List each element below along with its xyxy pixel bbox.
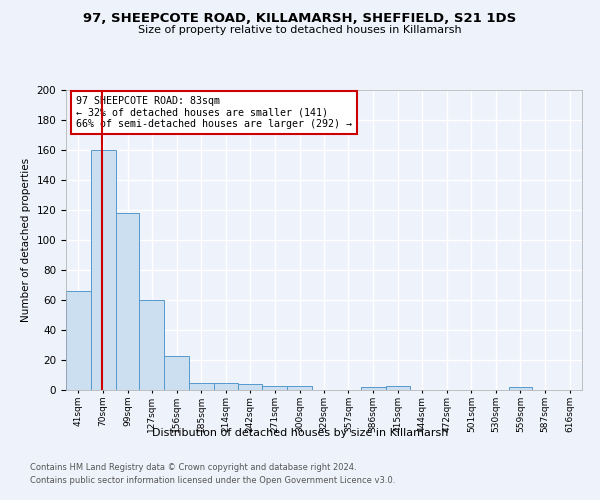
Text: Contains HM Land Registry data © Crown copyright and database right 2024.: Contains HM Land Registry data © Crown c… — [30, 464, 356, 472]
Bar — [139, 300, 164, 390]
Text: Size of property relative to detached houses in Killamarsh: Size of property relative to detached ho… — [138, 25, 462, 35]
Bar — [361, 387, 386, 390]
Bar — [238, 384, 262, 390]
Bar — [509, 387, 532, 390]
Bar — [287, 386, 312, 390]
Bar — [66, 291, 91, 390]
Bar — [262, 386, 287, 390]
Y-axis label: Number of detached properties: Number of detached properties — [21, 158, 31, 322]
Bar — [386, 386, 410, 390]
Bar — [91, 150, 116, 390]
Bar — [164, 356, 189, 390]
Bar — [189, 382, 214, 390]
Bar — [214, 382, 238, 390]
Bar — [116, 213, 139, 390]
Text: Contains public sector information licensed under the Open Government Licence v3: Contains public sector information licen… — [30, 476, 395, 485]
Text: Distribution of detached houses by size in Killamarsh: Distribution of detached houses by size … — [152, 428, 448, 438]
Text: 97, SHEEPCOTE ROAD, KILLAMARSH, SHEFFIELD, S21 1DS: 97, SHEEPCOTE ROAD, KILLAMARSH, SHEFFIEL… — [83, 12, 517, 26]
Text: 97 SHEEPCOTE ROAD: 83sqm
← 32% of detached houses are smaller (141)
66% of semi-: 97 SHEEPCOTE ROAD: 83sqm ← 32% of detach… — [76, 96, 352, 129]
